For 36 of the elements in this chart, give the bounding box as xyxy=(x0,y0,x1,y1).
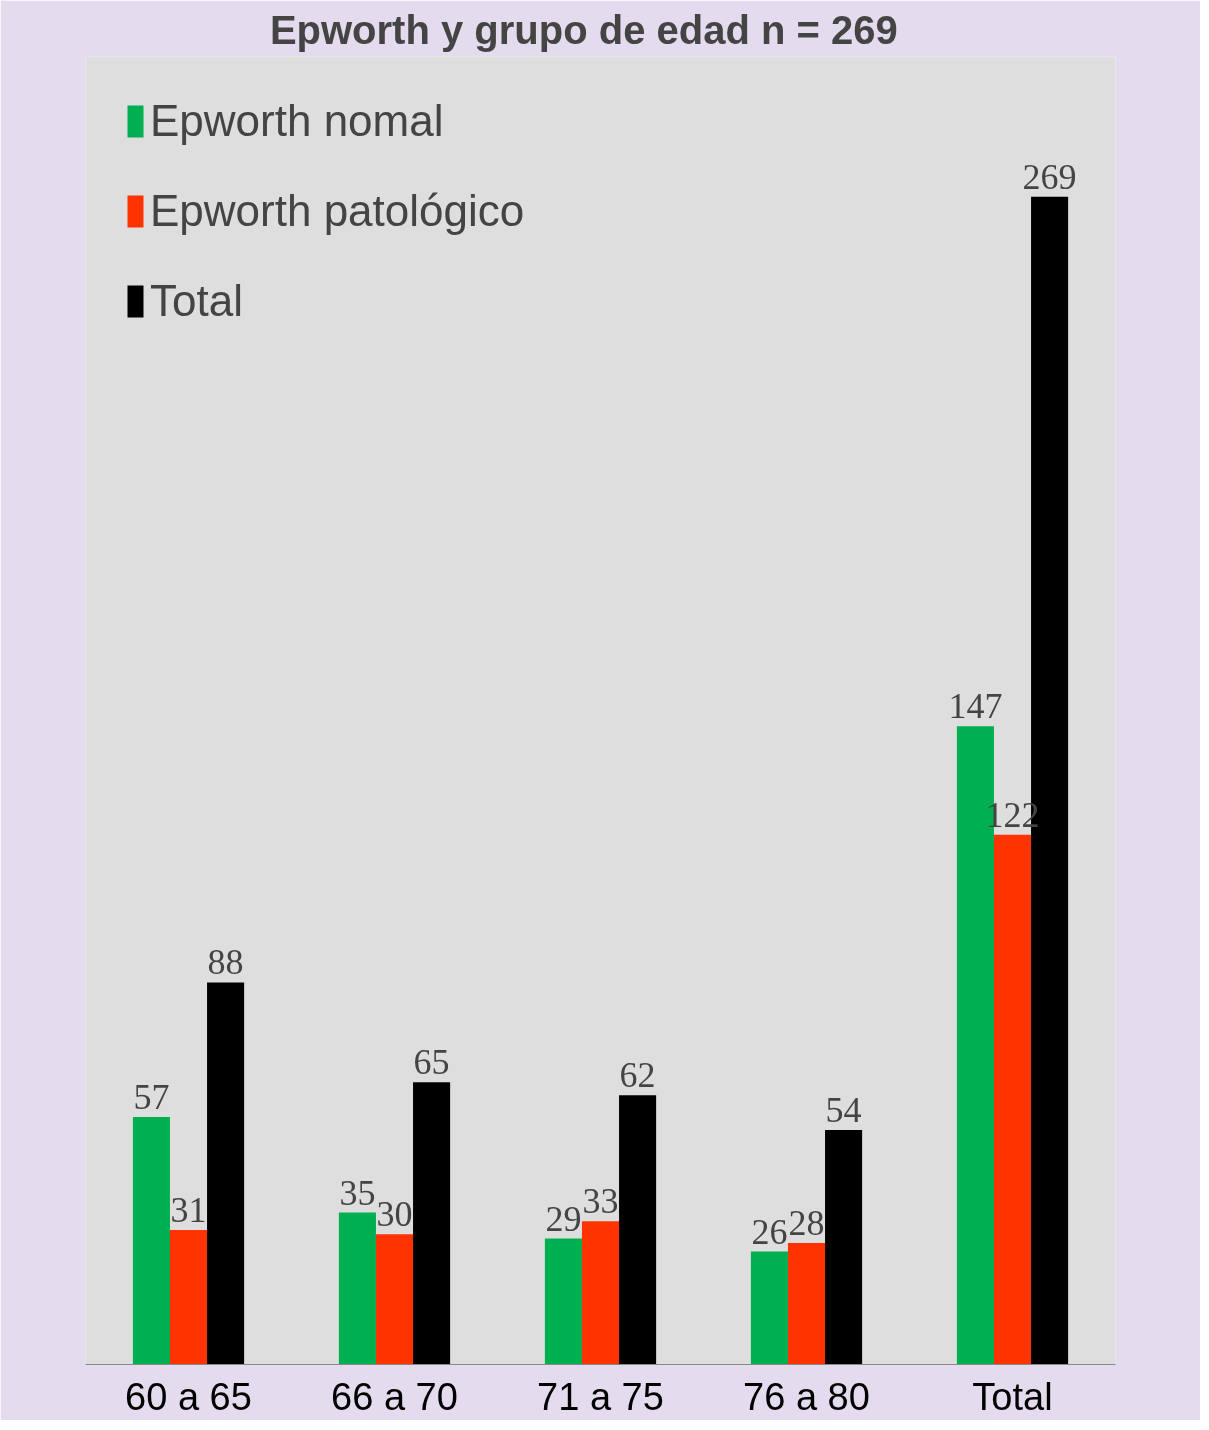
data-label: 88 xyxy=(207,942,244,983)
bar xyxy=(825,1130,863,1365)
bar xyxy=(581,1221,620,1365)
data-label: 33 xyxy=(582,1181,619,1222)
data-label: 62 xyxy=(619,1055,656,1096)
bar xyxy=(619,1095,657,1365)
data-label: 57 xyxy=(133,1077,170,1118)
bar xyxy=(375,1234,414,1365)
bar xyxy=(750,1251,788,1365)
x-tick-label: 66 a 70 xyxy=(331,1375,458,1418)
bar xyxy=(207,982,245,1365)
bar xyxy=(132,1117,170,1365)
data-label: 269 xyxy=(1022,156,1077,197)
bar xyxy=(993,834,1032,1365)
data-label: 30 xyxy=(376,1194,413,1235)
bar xyxy=(787,1242,826,1365)
chart-title: Epworth y grupo de edad n = 269 xyxy=(269,7,898,52)
data-label: 147 xyxy=(948,686,1003,727)
legend-label: Epworth nomal xyxy=(150,96,444,146)
data-label: 65 xyxy=(413,1042,450,1083)
bar xyxy=(413,1082,451,1365)
data-label: 31 xyxy=(170,1189,207,1230)
data-label: 28 xyxy=(788,1202,825,1243)
data-label: 29 xyxy=(545,1198,582,1239)
x-tick-label: 60 a 65 xyxy=(125,1375,252,1418)
x-tick-label: 71 a 75 xyxy=(537,1375,664,1418)
bar xyxy=(544,1238,582,1365)
data-label: 35 xyxy=(339,1172,376,1213)
bar xyxy=(169,1229,208,1365)
x-tick-label: 76 a 80 xyxy=(743,1375,870,1418)
bar xyxy=(338,1212,376,1365)
legend-label: Epworth patológico xyxy=(150,186,525,236)
x-tick-label: Total xyxy=(972,1375,1053,1418)
data-label: 26 xyxy=(751,1211,788,1252)
data-label: 54 xyxy=(825,1090,862,1131)
legend-label: Total xyxy=(150,276,243,326)
